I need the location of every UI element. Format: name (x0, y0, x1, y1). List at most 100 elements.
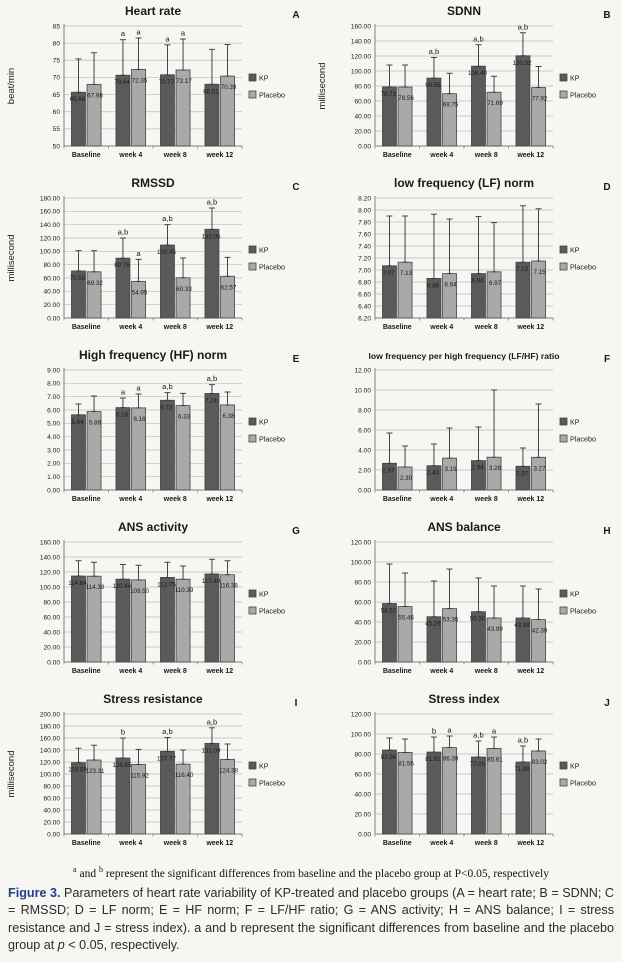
svg-text:week 8: week 8 (163, 840, 187, 847)
svg-text:7.00: 7.00 (47, 394, 60, 401)
svg-text:low frequency per high frequen: low frequency per high frequency (LF/HF)… (369, 351, 560, 361)
svg-text:a: a (492, 727, 497, 736)
svg-text:2.30: 2.30 (400, 475, 413, 482)
svg-text:112.75: 112.75 (157, 581, 176, 588)
svg-text:60.00: 60.00 (354, 771, 371, 778)
svg-text:114.64: 114.64 (68, 580, 87, 587)
svg-text:100.00: 100.00 (40, 771, 61, 778)
svg-text:5.00: 5.00 (47, 421, 60, 428)
svg-text:a,b: a,b (162, 727, 173, 736)
svg-text:5.64: 5.64 (71, 419, 84, 426)
svg-text:117.40: 117.40 (202, 578, 221, 585)
svg-text:a,b: a,b (429, 47, 440, 56)
svg-text:a: a (136, 384, 141, 393)
svg-text:100.00: 100.00 (40, 249, 61, 256)
svg-text:8.00: 8.00 (358, 207, 371, 214)
svg-text:123.31: 123.31 (86, 768, 105, 775)
stress-resistance-chart: 0.00 20.00 40.00 60.00 80.00 100.00 120.00 140.… (6, 692, 298, 847)
svg-text:40.00: 40.00 (354, 791, 371, 798)
svg-text:week 8: week 8 (163, 152, 187, 159)
svg-text:D: D (603, 182, 610, 193)
svg-text:9.00: 9.00 (47, 367, 60, 374)
svg-text:75: 75 (53, 58, 61, 65)
svg-text:6.97: 6.97 (489, 280, 502, 287)
svg-text:week 12: week 12 (205, 152, 233, 159)
svg-text:120.00: 120.00 (351, 711, 372, 718)
svg-text:7.24: 7.24 (205, 397, 218, 404)
svg-text:millisecond: millisecond (6, 235, 17, 282)
svg-text:Baseline: Baseline (72, 668, 101, 675)
svg-text:2.67: 2.67 (382, 467, 395, 474)
svg-text:KP: KP (259, 74, 269, 83)
svg-text:week 4: week 4 (118, 840, 142, 847)
svg-text:week 4: week 4 (429, 152, 453, 159)
svg-text:85: 85 (53, 23, 61, 30)
panel-I: 0.00 20.00 40.00 60.00 80.00 100.00 120.00 140.… (0, 688, 311, 860)
svg-text:J: J (604, 698, 610, 709)
svg-text:3.00: 3.00 (47, 447, 60, 454)
footnote-rest: represent the significant differences fr… (102, 867, 549, 880)
svg-text:6.33: 6.33 (178, 414, 191, 421)
svg-text:ANS activity: ANS activity (118, 520, 188, 534)
svg-text:H: H (603, 526, 610, 537)
svg-text:60: 60 (53, 109, 61, 116)
svg-text:80.00: 80.00 (43, 783, 60, 790)
svg-text:7.13: 7.13 (400, 270, 413, 277)
svg-text:60.00: 60.00 (354, 599, 371, 606)
svg-text:106.40: 106.40 (468, 70, 487, 77)
svg-text:6.73: 6.73 (160, 404, 173, 411)
svg-text:89.76: 89.76 (114, 262, 130, 269)
svg-text:60.00: 60.00 (43, 795, 60, 802)
svg-text:120.00: 120.00 (351, 539, 372, 546)
svg-text:20.00: 20.00 (354, 128, 371, 135)
svg-text:58.52: 58.52 (381, 607, 397, 614)
svg-text:a,b: a,b (473, 731, 484, 740)
svg-text:a,b: a,b (473, 34, 484, 43)
svg-text:ANS balance: ANS balance (427, 520, 501, 534)
svg-text:Baseline: Baseline (383, 840, 412, 847)
svg-text:12.00: 12.00 (354, 367, 371, 374)
svg-text:0.00: 0.00 (358, 831, 371, 838)
svg-text:86.39: 86.39 (443, 756, 459, 763)
svg-text:72.17: 72.17 (176, 78, 192, 85)
panel-B: 0.00 20.00 40.00 60.00 80.00 100.00 120.00 140.… (311, 0, 622, 172)
svg-text:2.94: 2.94 (471, 465, 484, 472)
svg-text:110.44: 110.44 (113, 583, 132, 590)
svg-text:a,b: a,b (118, 228, 129, 237)
svg-text:85.61: 85.61 (487, 756, 503, 763)
svg-text:20.00: 20.00 (43, 819, 60, 826)
svg-text:70: 70 (53, 75, 61, 82)
svg-text:5.88: 5.88 (89, 420, 102, 427)
svg-text:55.46: 55.46 (398, 615, 414, 622)
svg-text:77.92: 77.92 (532, 96, 548, 103)
svg-text:71.99: 71.99 (514, 766, 530, 773)
svg-text:a: a (121, 29, 126, 38)
svg-text:20.00: 20.00 (354, 811, 371, 818)
svg-text:week 12: week 12 (205, 496, 233, 503)
svg-text:a: a (136, 28, 141, 37)
svg-text:KP: KP (259, 246, 269, 255)
svg-text:60.00: 60.00 (354, 98, 371, 105)
svg-text:Baseline: Baseline (72, 496, 101, 503)
svg-text:KP: KP (570, 418, 580, 427)
svg-text:7.15: 7.15 (534, 269, 547, 276)
svg-text:100.00: 100.00 (40, 584, 61, 591)
svg-text:80.00: 80.00 (354, 83, 371, 90)
svg-text:B: B (603, 10, 610, 21)
svg-text:week 8: week 8 (474, 496, 498, 503)
svg-text:120.00: 120.00 (40, 569, 61, 576)
caption-body: Parameters of heart rate variability of … (8, 886, 615, 953)
svg-text:80.00: 80.00 (43, 262, 60, 269)
svg-text:71.69: 71.69 (487, 100, 503, 107)
svg-text:week 12: week 12 (205, 840, 233, 847)
svg-text:80: 80 (53, 40, 61, 47)
svg-text:Baseline: Baseline (383, 324, 412, 331)
footnote-sup-b: b (98, 865, 103, 874)
svg-text:week 8: week 8 (163, 496, 187, 503)
lf-hf-ratio-chart: 0.00 2.00 4.00 6.00 8.00 10.00 12.00 2.67 2.43 2.… (354, 351, 610, 503)
svg-text:55: 55 (53, 126, 61, 133)
svg-text:83.02: 83.02 (532, 759, 548, 766)
svg-text:week 8: week 8 (163, 668, 187, 675)
svg-text:a: a (165, 34, 170, 43)
svg-text:KP: KP (259, 762, 269, 771)
